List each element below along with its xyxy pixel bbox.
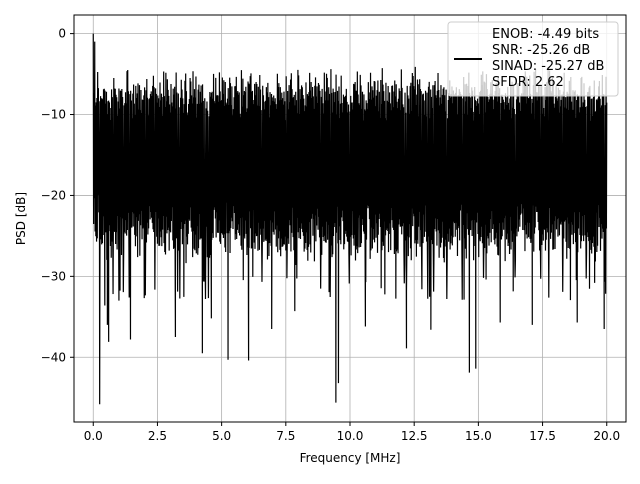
x-tick-label: 12.5 [401, 429, 428, 443]
x-axis-label: Frequency [MHz] [300, 451, 401, 465]
x-axis-ticks: 0.0 2.5 5.0 7.5 10.0 12.5 15.0 17.5 20.0 [84, 422, 620, 443]
y-tick-label: 0 [58, 27, 66, 41]
psd-series-line [92, 33, 608, 405]
legend-sfdr: SFDR: 2.62 [492, 75, 564, 90]
legend-sinad: SINAD: -25.27 dB [492, 59, 604, 74]
x-tick-label: 0.0 [84, 429, 103, 443]
x-tick-label: 10.0 [337, 429, 364, 443]
y-axis-ticks: 0 −10 −20 −30 −40 [41, 27, 74, 364]
x-tick-label: 20.0 [593, 429, 620, 443]
x-tick-label: 2.5 [148, 429, 167, 443]
x-tick-label: 5.0 [212, 429, 231, 443]
x-tick-label: 15.0 [465, 429, 492, 443]
legend-enob: ENOB: -4.49 bits [492, 27, 599, 42]
y-tick-label: −10 [41, 108, 66, 122]
y-tick-label: −20 [41, 188, 66, 202]
y-tick-label: −30 [41, 269, 66, 283]
plot-area [92, 33, 608, 405]
y-tick-label: −40 [41, 350, 66, 364]
x-tick-label: 7.5 [276, 429, 295, 443]
y-axis-label: PSD [dB] [14, 192, 28, 245]
legend-snr: SNR: -25.26 dB [492, 43, 590, 58]
legend-box [447, 21, 619, 97]
legend: ENOB: -4.49 bits SNR: -25.26 dB SINAD: -… [447, 21, 619, 97]
x-tick-label: 17.5 [529, 429, 556, 443]
